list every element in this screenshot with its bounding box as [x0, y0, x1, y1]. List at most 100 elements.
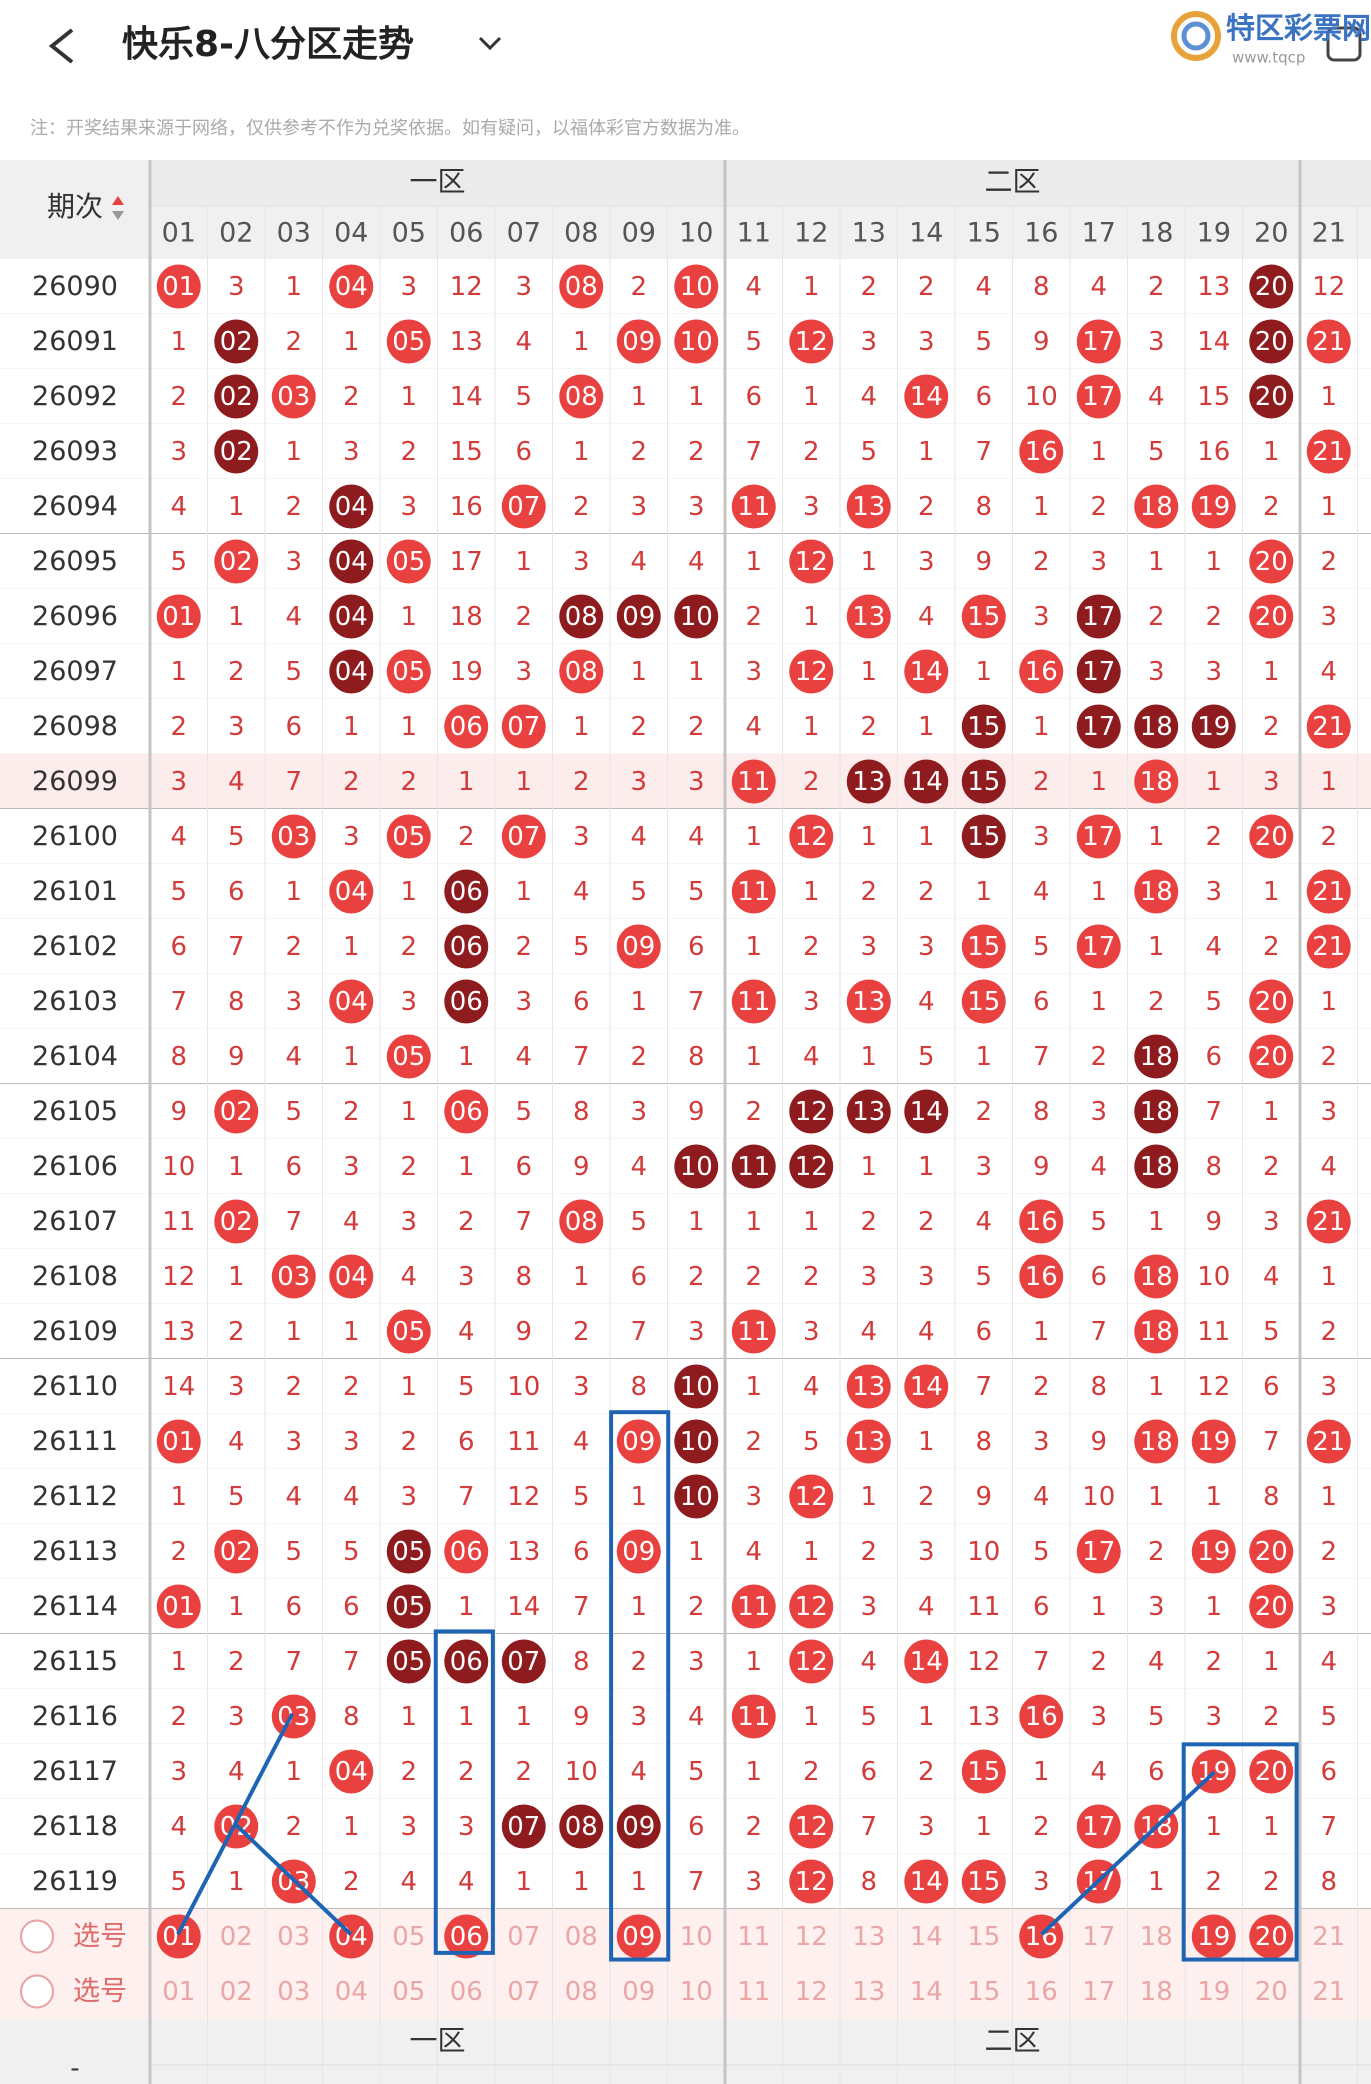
- cell-number: 1: [228, 602, 245, 632]
- note: 注：开奖结果来源于网络，仅供参考不作为兑奖依据。如有疑问，以福体彩官方数据为准。: [30, 118, 750, 139]
- ball: [214, 429, 259, 474]
- ball: [904, 759, 949, 804]
- ball-number: 12: [795, 547, 828, 577]
- cell-number: 6: [688, 932, 705, 962]
- ball: [329, 1254, 374, 1299]
- cell-number: 11: [737, 1922, 770, 1952]
- cell-number: 9: [1033, 327, 1050, 357]
- ball: [444, 704, 489, 749]
- cell-number: 5: [688, 877, 705, 907]
- ball: [1134, 1254, 1179, 1299]
- ball-number: 18: [1140, 712, 1173, 742]
- cell-number: 4: [803, 1372, 820, 1402]
- zone-label: 二区: [984, 165, 1040, 198]
- ball-number: 20: [1255, 547, 1288, 577]
- cell-number: 1: [1148, 822, 1165, 852]
- period: 26108: [32, 1261, 118, 1292]
- cell-number: 8: [975, 492, 992, 522]
- back-button[interactable]: [48, 28, 74, 64]
- cell-number: 3: [860, 327, 877, 357]
- ball: [444, 869, 489, 914]
- cell-number: 1: [170, 327, 187, 357]
- ball-number: 18: [1140, 1317, 1173, 1347]
- ball: [444, 979, 489, 1024]
- select-toggle[interactable]: [20, 1919, 54, 1954]
- cell-number: 13: [450, 327, 483, 357]
- cell-number: 4: [1205, 932, 1222, 962]
- period-header: 期次: [47, 190, 103, 223]
- ball-number: 11: [737, 877, 770, 907]
- menu-icon[interactable]: [1326, 26, 1362, 62]
- ball: [789, 649, 834, 694]
- cell-number: 13: [507, 1537, 540, 1567]
- cell-number: 1: [1320, 492, 1337, 522]
- column-header: 06: [449, 218, 483, 249]
- cell-number: 3: [400, 492, 417, 522]
- row-bg: [0, 534, 1371, 589]
- ball: [616, 1804, 661, 1849]
- ball-number: 16: [1025, 657, 1058, 687]
- ball-number: 09: [622, 1812, 655, 1842]
- cell-number: 5: [573, 932, 590, 962]
- cell-number: 9: [515, 1317, 532, 1347]
- cell-number: 1: [745, 1207, 762, 1237]
- ball: [1076, 924, 1121, 969]
- period: 26107: [32, 1206, 118, 1237]
- ball: [1134, 704, 1179, 749]
- cell-number: 8: [343, 1702, 360, 1732]
- ball-number: 08: [565, 602, 598, 632]
- cell-number: 1: [1033, 492, 1050, 522]
- row-bg: [0, 1524, 1371, 1579]
- cell-number: 3: [1263, 767, 1280, 797]
- ball: [329, 484, 374, 529]
- cell-number: 10: [1197, 1262, 1230, 1292]
- cell-number: 3: [918, 1262, 935, 1292]
- ball-number: 09: [622, 327, 655, 357]
- cell-number: 3: [630, 1097, 647, 1127]
- cell-number: 3: [170, 767, 187, 797]
- cell-number: 2: [343, 1097, 360, 1127]
- period: 26100: [32, 821, 118, 852]
- ball: [616, 594, 661, 639]
- cell-number: 4: [688, 822, 705, 852]
- ball: [1249, 1584, 1294, 1629]
- cell-number: 11: [162, 1207, 195, 1237]
- select-toggle[interactable]: [20, 1974, 54, 2009]
- cell-number: 2: [860, 877, 877, 907]
- cell-number: 7: [573, 1042, 590, 1072]
- cell-number: 5: [573, 1482, 590, 1512]
- cell-number: 1: [688, 657, 705, 687]
- cell-number: 6: [458, 1427, 475, 1457]
- dropdown-arrow[interactable]: [478, 36, 502, 51]
- cell-number: 3: [573, 547, 590, 577]
- row-bg: [0, 1194, 1371, 1249]
- cell-number: 8: [975, 1427, 992, 1457]
- cell-number: 3: [285, 987, 302, 1017]
- cell-number: 6: [745, 382, 762, 412]
- cell-number: 4: [400, 1867, 417, 1897]
- ball-number: 11: [737, 1317, 770, 1347]
- cell-number: 1: [918, 712, 935, 742]
- cell-number: 1: [688, 1537, 705, 1567]
- column-header: 03: [277, 218, 311, 249]
- cell-number: 1: [975, 1812, 992, 1842]
- cell-number: 1: [860, 547, 877, 577]
- ball: [559, 1199, 604, 1244]
- ball: [1134, 1089, 1179, 1134]
- cell-number: 2: [343, 382, 360, 412]
- cell-number: 7: [228, 932, 245, 962]
- period: 26115: [32, 1646, 118, 1677]
- cell-number: 4: [803, 1042, 820, 1072]
- cell-number: 2: [1205, 822, 1222, 852]
- cell-number: 10: [162, 1152, 195, 1182]
- column-header: 13: [852, 218, 886, 249]
- ball-number: 12: [795, 657, 828, 687]
- cell-number: 3: [400, 987, 417, 1017]
- cell-number: 3: [228, 272, 245, 302]
- ball: [1076, 704, 1121, 749]
- ball: [214, 374, 259, 419]
- ball: [1191, 1529, 1236, 1574]
- cell-number: 2: [688, 712, 705, 742]
- cell-number: 1: [918, 437, 935, 467]
- ball: [1134, 1144, 1179, 1189]
